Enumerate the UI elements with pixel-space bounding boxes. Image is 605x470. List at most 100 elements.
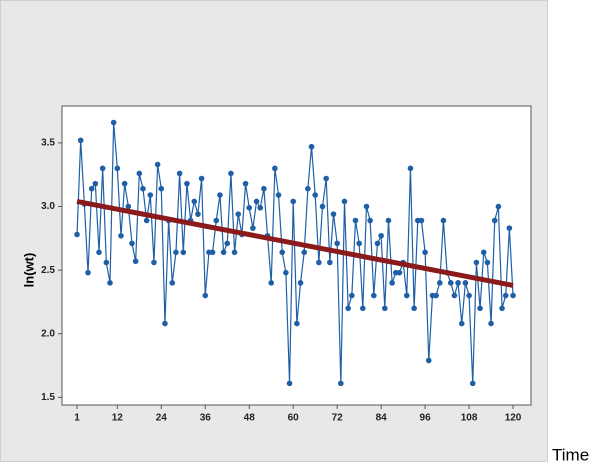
data-point [151,259,157,266]
data-point [202,292,209,299]
data-point [184,180,190,187]
data-point [360,305,366,312]
data-point [290,198,297,205]
data-point [488,320,494,327]
data-point [374,240,381,247]
data-point [224,240,231,247]
data-point [352,217,359,224]
data-point [433,292,439,299]
data-point [92,180,99,187]
x-tick-label: 72 [332,413,344,424]
y-tick-label: 2.0 [41,328,55,339]
x-axis-label: Time [552,445,589,464]
data-point [261,185,267,192]
data-point [114,165,121,172]
x-tick-label: 96 [420,413,432,424]
data-point [294,320,300,327]
y-tick-label: 3.5 [41,138,55,149]
data-point [480,249,487,256]
data-point [440,217,447,224]
data-point [169,280,176,286]
x-tick-label: 24 [156,413,168,424]
data-point [510,292,516,299]
data-point [96,249,102,256]
data-point [88,185,95,192]
x-tick-label: 48 [244,413,256,424]
data-point [297,280,304,286]
data-point [77,137,84,144]
data-point [231,249,238,256]
data-point [228,170,234,177]
data-point [107,280,113,286]
data-point [272,165,278,172]
data-point [305,185,311,192]
data-point [301,249,307,256]
x-tick-label: 60 [288,413,300,424]
data-point [338,380,344,387]
data-point [469,380,476,387]
y-axis-label: ln(wt) [21,253,36,288]
data-point [279,249,286,256]
data-point [491,217,498,224]
data-point [195,211,201,217]
data-point [143,217,150,224]
data-point [250,225,256,231]
data-point [283,269,289,276]
data-point [257,204,264,211]
data-point [418,217,425,224]
y-tick-label: 1.5 [41,392,55,403]
data-point [246,204,253,211]
data-point [132,258,139,265]
data-point [499,305,505,312]
data-point [176,170,183,177]
x-tick-label: 12 [112,413,124,424]
data-point [154,161,161,168]
data-point [477,305,483,312]
data-point [436,280,443,286]
data-point [327,259,333,266]
data-point [198,175,205,182]
y-tick-label: 3.0 [41,201,55,212]
data-point [242,180,249,187]
data-point [125,203,132,210]
data-point [484,259,491,266]
data-point [462,280,469,286]
data-point [458,320,465,327]
data-point [389,280,395,286]
data-point [110,119,117,126]
data-point [235,211,242,217]
data-point [371,292,377,299]
data-point [136,170,143,177]
data-point [118,232,124,239]
data-point [367,217,373,224]
data-point [220,249,227,256]
plot-area [61,105,532,406]
data-point [253,198,260,205]
data-point [363,203,370,210]
x-tick-label: 108 [461,413,478,424]
data-point [451,292,458,299]
data-point [330,211,337,217]
data-point [447,280,454,286]
data-point [319,203,326,210]
data-point [275,192,282,198]
data-point [268,280,275,286]
data-point [173,249,179,256]
data-point [121,180,128,187]
data-point [316,259,322,266]
data-point [349,292,355,299]
data-point [334,240,340,247]
data-point [411,305,417,312]
data-point [473,259,480,266]
data-point [396,269,403,276]
y-tick-label: 2.5 [41,265,55,276]
data-point [378,232,384,239]
data-point [455,280,461,286]
data-point [209,249,216,256]
data-point [162,320,168,327]
trend-line [76,198,514,288]
data-point [85,269,91,276]
data-point [466,292,472,299]
